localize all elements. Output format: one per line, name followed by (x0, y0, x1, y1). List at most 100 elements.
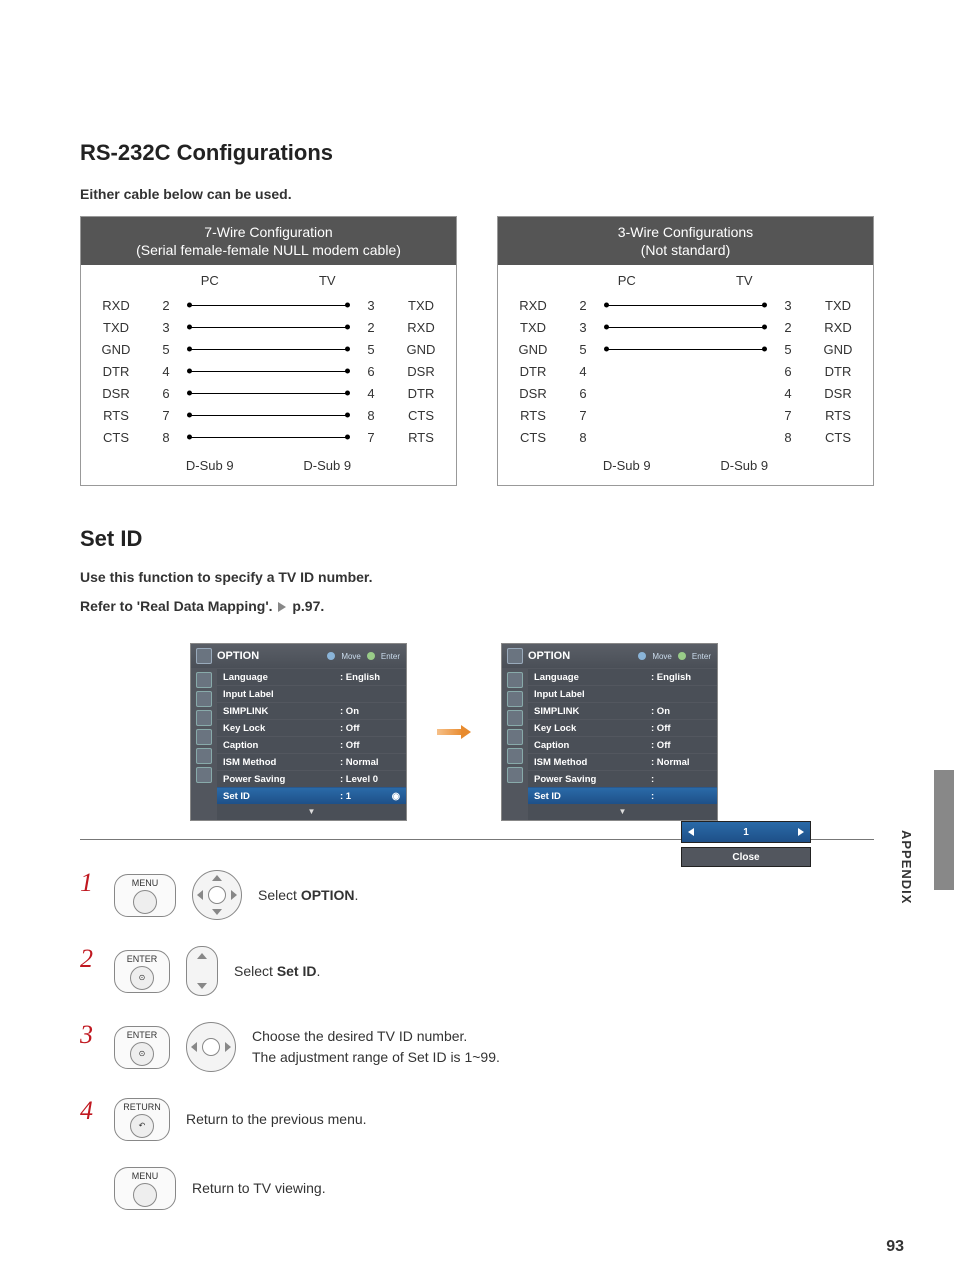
menu-button[interactable]: MENU (114, 1167, 176, 1210)
pin-row: DTR46DTR (498, 360, 873, 382)
option-icon (507, 648, 523, 664)
config7-col-pc: PC (151, 273, 269, 288)
dpad[interactable] (192, 870, 242, 920)
step-number: 1 (80, 870, 98, 896)
step3a: Choose the desired TV ID number. (252, 1028, 467, 1044)
side-icon (196, 672, 212, 688)
config7-header2: (Serial female-female NULL modem cable) (85, 241, 452, 259)
osd-item[interactable]: Key Lock: Off (217, 719, 406, 736)
appendix-label: APPENDIX (899, 830, 914, 904)
step2-text: Select Set ID. (234, 961, 320, 982)
pin-row: RXD23TXD (81, 294, 456, 316)
side-icon (507, 710, 523, 726)
side-icon (507, 729, 523, 745)
menu-button-label: MENU (121, 1172, 169, 1181)
osd-item[interactable]: Language: English (217, 668, 406, 685)
spinner-left-icon[interactable] (688, 828, 694, 836)
enter-button[interactable]: ENTER ⊙ (114, 1026, 170, 1069)
pin-row: DTR46DSR (81, 360, 456, 382)
step1-text: Select OPTION. (258, 885, 358, 906)
pin-row: RTS78CTS (81, 404, 456, 426)
hint-enter: Enter (381, 652, 400, 661)
close-button[interactable]: Close (681, 847, 811, 867)
pin-row: CTS88CTS (498, 426, 873, 448)
step3b: The adjustment range of Set ID is 1~99. (252, 1049, 500, 1065)
setid-desc2a: Refer to 'Real Data Mapping'. (80, 598, 276, 614)
move-hint-icon (638, 652, 646, 660)
menu-button[interactable]: MENU (114, 874, 176, 917)
step4-text: Return to the previous menu. (186, 1109, 367, 1130)
config-7wire: 7-Wire Configuration (Serial female-fema… (80, 216, 457, 486)
pin-row: DSR64DTR (81, 382, 456, 404)
side-icon (196, 748, 212, 764)
config3-footer-l: D-Sub 9 (568, 458, 686, 473)
step-number: 4 (80, 1098, 98, 1124)
osd-item[interactable]: SIMPLINK: On (217, 702, 406, 719)
page-title: RS-232C Configurations (80, 140, 874, 166)
side-icon (507, 691, 523, 707)
pin-row: GND55GND (81, 338, 456, 360)
config7-col-tv: TV (269, 273, 387, 288)
setid-spinner[interactable]: 1 (681, 821, 811, 843)
osd-item[interactable]: Input Label (217, 685, 406, 702)
menu-button-label: MENU (121, 879, 169, 888)
spinner-value: 1 (743, 827, 749, 838)
osd-item[interactable]: Input Label (528, 685, 717, 702)
step-number: 2 (80, 946, 98, 972)
pin-row: DSR64DSR (498, 382, 873, 404)
osd-item[interactable]: Language: English (528, 668, 717, 685)
triangle-icon (278, 602, 286, 612)
side-icon (196, 691, 212, 707)
setid-heading: Set ID (80, 526, 874, 552)
osd-item[interactable]: SIMPLINK: On (528, 702, 717, 719)
config7-footer-l: D-Sub 9 (151, 458, 269, 473)
spinner-right-icon[interactable] (798, 828, 804, 836)
setid-desc2c: . (320, 598, 324, 614)
osd-item[interactable]: Key Lock: Off (528, 719, 717, 736)
pin-row: TXD32RXD (81, 316, 456, 338)
hint-enter: Enter (692, 652, 711, 661)
side-icon (196, 729, 212, 745)
config3-footer-r: D-Sub 9 (686, 458, 804, 473)
setid-desc1: Use this function to specify a TV ID num… (80, 566, 874, 588)
move-hint-icon (327, 652, 335, 660)
osd-item[interactable]: ISM Method: Normal (217, 753, 406, 770)
pin-row: GND55GND (498, 338, 873, 360)
pin-row: CTS87RTS (81, 426, 456, 448)
config3-col-tv: TV (686, 273, 804, 288)
enter-button-label: ENTER (121, 1031, 163, 1040)
enter-hint-icon (678, 652, 686, 660)
scroll-down-icon (217, 804, 406, 820)
config7-header1: 7-Wire Configuration (85, 223, 452, 241)
osd-item[interactable]: ISM Method: Normal (528, 753, 717, 770)
osd-menu-right: OPTION Move Enter (501, 643, 718, 821)
step-number: 3 (80, 1022, 98, 1048)
page-number: 93 (886, 1238, 904, 1256)
setid-desc2b: p.97 (292, 598, 320, 614)
return-button[interactable]: RETURN ↶ (114, 1098, 170, 1141)
side-icon (507, 748, 523, 764)
side-icon (507, 672, 523, 688)
return-button-label: RETURN (121, 1103, 163, 1112)
option-icon (196, 648, 212, 664)
scroll-down-icon (528, 804, 717, 820)
step5-text: Return to TV viewing. (192, 1178, 326, 1199)
osd-item[interactable]: Set ID: (528, 787, 717, 804)
updown-pad[interactable] (186, 946, 218, 996)
osd-title: OPTION (217, 650, 327, 662)
step3-text: Choose the desired TV ID number. The adj… (252, 1026, 500, 1068)
side-tab (934, 770, 954, 890)
config7-footer-r: D-Sub 9 (269, 458, 387, 473)
enter-button[interactable]: ENTER ⊙ (114, 950, 170, 993)
osd-item[interactable]: Caption: Off (528, 736, 717, 753)
osd-title: OPTION (528, 650, 638, 662)
osd-item[interactable]: Power Saving: Level 0 (217, 770, 406, 787)
osd-item[interactable]: Set ID: 1 ◉ (217, 787, 406, 804)
osd-item[interactable]: Caption: Off (217, 736, 406, 753)
osd-item[interactable]: Power Saving: (528, 770, 717, 787)
lr-dpad[interactable] (186, 1022, 236, 1072)
arrow-right-icon (437, 725, 471, 739)
enter-hint-icon (367, 652, 375, 660)
pin-row: RTS77RTS (498, 404, 873, 426)
pin-row: TXD32RXD (498, 316, 873, 338)
